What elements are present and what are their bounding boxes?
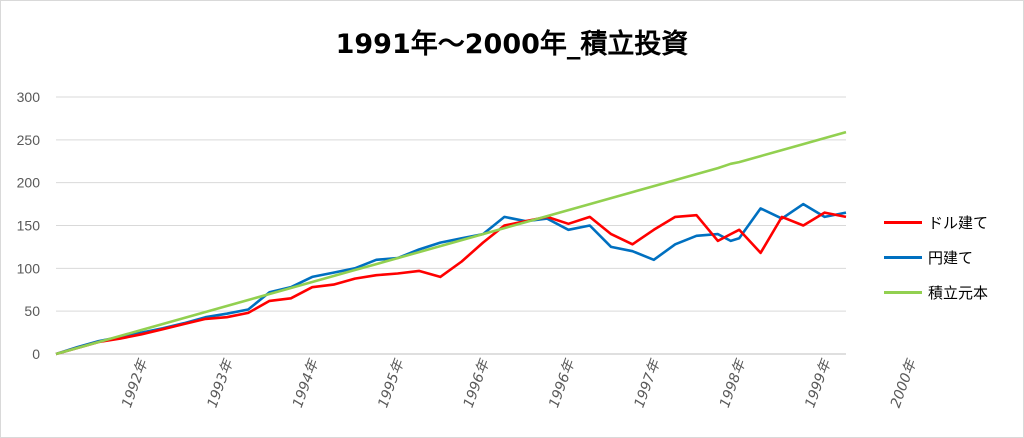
x-tick-label: 1998年 <box>717 356 750 410</box>
y-tick-label: 0 <box>32 346 40 362</box>
x-tick-label: 1996年 <box>546 356 579 410</box>
chart-title: 1991年〜2000年_積立投資 <box>335 29 689 60</box>
series-line-1 <box>55 202 847 356</box>
y-tick-label: 50 <box>24 303 40 319</box>
legend-label-principal: 積立元本 <box>928 284 989 302</box>
legend-swatch-dollar <box>884 221 922 224</box>
series-lines <box>55 130 847 356</box>
legend-item-yen: 円建て <box>884 240 988 275</box>
y-axis-ticks: 0 50 100 150 200 250 300 <box>17 89 41 362</box>
series-line-2 <box>55 130 847 356</box>
x-tick-label: 1997年 <box>632 356 665 410</box>
x-tick-label: 2000年 <box>888 356 921 410</box>
legend-label-yen: 円建て <box>928 249 974 267</box>
legend-item-principal: 積立元本 <box>884 275 988 310</box>
legend-swatch-principal <box>884 291 922 294</box>
x-tick-label: 1994年 <box>290 356 323 410</box>
y-tick-label: 200 <box>17 175 41 191</box>
series-line-0 <box>55 211 847 356</box>
x-tick-label: 1992年 <box>119 356 152 410</box>
legend-swatch-yen <box>884 256 922 259</box>
gridlines <box>56 96 846 355</box>
y-tick-label: 300 <box>17 89 41 105</box>
y-tick-label: 100 <box>17 260 41 276</box>
y-tick-label: 150 <box>17 218 41 234</box>
x-tick-label: 1999年 <box>802 356 835 410</box>
x-tick-label: 1995年 <box>375 356 408 410</box>
y-tick-label: 250 <box>17 132 41 148</box>
x-axis-ticks: 1992年 1993年 1994年 1995年 1996年 1996年 1997年 1998年… <box>119 356 920 410</box>
legend: ドル建て 円建て 積立元本 <box>884 205 988 310</box>
x-tick-label: 1996年 <box>461 356 494 410</box>
legend-label-dollar: ドル建て <box>928 214 989 232</box>
legend-item-dollar: ドル建て <box>884 205 988 240</box>
x-tick-label: 1993年 <box>205 356 238 410</box>
